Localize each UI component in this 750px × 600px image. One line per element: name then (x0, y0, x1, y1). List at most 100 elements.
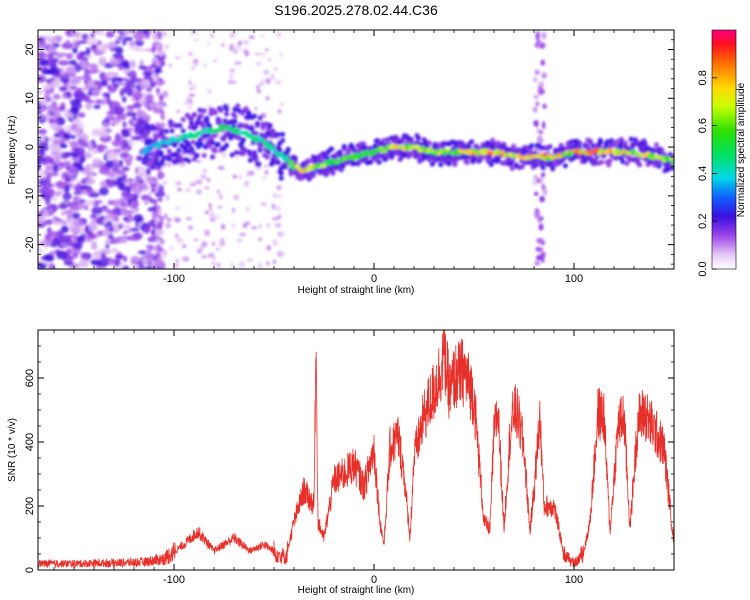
heatmap-ridge-halo (372, 143, 378, 149)
heatmap-noise-cell (167, 162, 172, 168)
heatmap-noise-cell (106, 221, 113, 226)
heatmap-ridge-halo (172, 142, 178, 148)
heatmap-streak-cell (150, 183, 157, 188)
heatmap-y-axis-label: Frequency (Hz) (7, 116, 18, 185)
heatmap-ridge-halo (337, 149, 343, 155)
heatmap-ridge-halo (495, 157, 501, 163)
heatmap-noise-cell (87, 70, 99, 74)
heatmap-noise-cell (258, 224, 262, 229)
heatmap-noise-cell (58, 203, 68, 210)
heatmap-ridge-core (415, 144, 420, 149)
heatmap-noise-cell (71, 206, 82, 211)
heatmap-streak-cell (541, 72, 547, 79)
heatmap-noise-cell (175, 263, 179, 268)
heatmap-noise-cell (175, 181, 182, 185)
heatmap-streak-cell (159, 48, 165, 55)
heatmap-streak-cell (160, 172, 165, 178)
heatmap-noise-cell (44, 168, 56, 174)
heatmap-noise-cell (98, 56, 107, 66)
heatmap-ridge-halo (270, 128, 276, 134)
heatmap-ridge-halo (280, 131, 286, 137)
heatmap-noise-cell (177, 187, 182, 192)
heatmap-ridge-halo (571, 155, 577, 161)
heatmap-noise-cell (105, 30, 115, 38)
heatmap-noise-cell (38, 51, 46, 59)
heatmap-ridge-halo (529, 143, 535, 149)
heatmap-ridge-halo (252, 150, 258, 156)
heatmap-noise-cell (232, 194, 240, 201)
heatmap-noise-cell (52, 220, 62, 224)
heatmap-noise-cell (65, 66, 77, 76)
heatmap-ridge-halo (191, 156, 197, 162)
heatmap-ridge-halo (267, 123, 273, 129)
heatmap-noise-cell (93, 104, 101, 110)
heatmap-noise-cell (260, 34, 266, 38)
heatmap-noise-cell (274, 79, 282, 85)
heatmap-x-tick-label: 100 (565, 273, 583, 285)
heatmap-noise-cell (216, 133, 223, 137)
heatmap-noise-cell (227, 79, 233, 85)
heatmap-ridge-halo (436, 142, 442, 148)
heatmap-noise-cell (143, 199, 149, 206)
heatmap-noise-cell (38, 171, 47, 180)
heatmap-noise-cell (61, 42, 74, 50)
heatmap-noise-cell (265, 96, 270, 101)
heatmap-streak-cell (155, 251, 161, 259)
heatmap-noise-cell (120, 261, 125, 268)
heatmap-ridge-halo (441, 140, 447, 146)
heatmap-ridge-halo (635, 156, 641, 162)
heatmap-noise-cell (121, 179, 133, 184)
heatmap-noise-cell (142, 71, 152, 75)
heatmap-ridge-halo (233, 150, 239, 156)
heatmap-streak-cell (156, 87, 160, 94)
heatmap-streak-cell (533, 191, 539, 196)
heatmap-noise-cell (148, 103, 155, 109)
heatmap-noise-cell (102, 79, 107, 87)
heatmap-noise-cell (215, 247, 221, 251)
heatmap-noise-cell (95, 99, 102, 104)
heatmap-noise-cell (188, 79, 192, 86)
heatmap-ridge-halo (469, 139, 475, 145)
heatmap-noise-cell (211, 242, 216, 246)
heatmap-noise-cell (53, 132, 61, 138)
heatmap-noise-cell (91, 128, 102, 137)
snr-panel: -100 0 100 0 200 400 600 Height of straight l… (7, 329, 675, 596)
snr-series-line (38, 330, 674, 569)
heatmap-noise-cell (56, 180, 65, 189)
colorbar-tick-label: 0.8 (697, 70, 709, 85)
heatmap-ridge-halo (151, 125, 157, 131)
heatmap-noise-cell (55, 116, 66, 126)
heatmap-noise-cell (134, 39, 144, 47)
heatmap-noise-cell (203, 63, 207, 68)
heatmap-noise-cell (209, 33, 215, 39)
snr-y-axis: 0 200 400 600 (24, 329, 674, 573)
heatmap-noise-cell (204, 210, 209, 215)
heatmap-noise-cell (201, 241, 208, 248)
heatmap-noise-cell (125, 111, 138, 117)
heatmap-noise-cell (101, 205, 108, 210)
heatmap-noise-cell (181, 256, 189, 262)
heatmap-ridge-halo (383, 156, 389, 162)
heatmap-noise-cell (84, 151, 92, 157)
heatmap-streak-cell (157, 209, 162, 215)
heatmap-noise-cell (92, 158, 102, 166)
heatmap-noise-cell (243, 39, 249, 45)
heatmap-noise-cell (176, 237, 184, 244)
heatmap-streak-cell (159, 56, 165, 64)
heatmap-noise-cell (79, 228, 85, 235)
heatmap-ridge-halo (224, 111, 230, 117)
heatmap-noise-cell (264, 170, 269, 175)
heatmap-ridge-halo (345, 148, 351, 154)
heatmap-noise-cell (65, 52, 74, 60)
heatmap-ridge-halo (385, 137, 391, 143)
heatmap-noise-cell (216, 189, 221, 195)
heatmap-noise-cell (65, 39, 71, 46)
heatmap-noise-cell (211, 262, 216, 266)
heatmap-ridge-halo (175, 158, 181, 164)
heatmap-noise-cell (98, 166, 111, 175)
heatmap-noise-cell (260, 53, 266, 57)
heatmap-noise-cell (126, 71, 138, 78)
heatmap-noise-cell (114, 132, 121, 142)
heatmap-noise-cell (45, 199, 51, 206)
heatmap-ridge-halo (564, 146, 570, 152)
